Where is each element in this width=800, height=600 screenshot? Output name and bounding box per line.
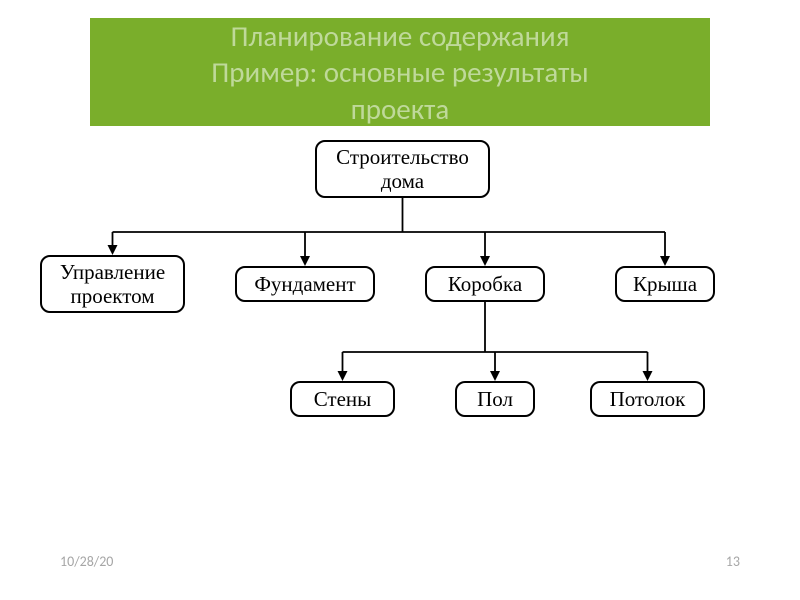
node-floor: Пол [455, 381, 535, 417]
title-line-2: Пример: основные результаты [211, 54, 588, 90]
footer-date: 10/28/20 [60, 553, 113, 570]
diagram-area: Строительстводома Управлениепроектом Фунда… [35, 140, 765, 460]
node-found: Фундамент [235, 266, 375, 302]
title-text: Планирование содержания Пример: основные… [90, 18, 710, 127]
title-line-1: Планирование содержания [231, 18, 570, 54]
node-roof: Крыша [615, 266, 715, 302]
node-mgmt: Управлениепроектом [40, 255, 185, 313]
title-line-3: проекта [351, 91, 450, 127]
footer-page: 13 [726, 553, 740, 570]
node-box: Коробка [425, 266, 545, 302]
node-walls: Стены [290, 381, 395, 417]
title-bar: Планирование содержания Пример: основные… [90, 18, 710, 126]
node-ceil: Потолок [590, 381, 705, 417]
node-root: Строительстводома [315, 140, 490, 198]
